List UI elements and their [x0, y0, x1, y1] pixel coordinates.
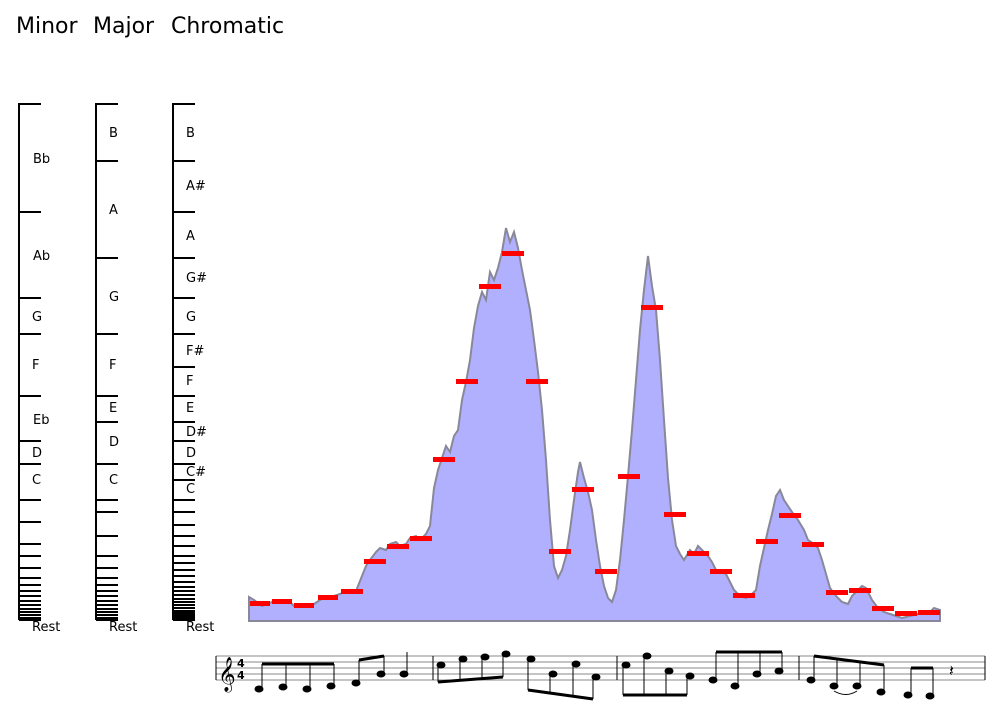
- note-bar: [641, 305, 663, 310]
- chromatic-label-c: C: [186, 482, 195, 497]
- pitch-contour: [248, 227, 941, 622]
- note-bar: [272, 599, 292, 604]
- minor-label-rest: Rest: [32, 620, 60, 635]
- minor-label-g: G: [32, 310, 42, 325]
- note-bar: [526, 379, 548, 384]
- note-bar: [756, 539, 778, 544]
- major-scale-ruler: [95, 103, 118, 621]
- note-bar: [318, 595, 338, 600]
- tab-chromatic[interactable]: Chromatic: [171, 14, 285, 39]
- chromatic-label-d-sharp: D#: [186, 425, 207, 440]
- note-bar: [341, 589, 363, 594]
- note-bar: [618, 474, 640, 479]
- note-bar: [872, 606, 894, 611]
- treble-clef-icon: 𝄞: [218, 657, 236, 693]
- chromatic-scale-ruler: [172, 103, 195, 621]
- note-bar: [502, 251, 524, 256]
- note-bar: [549, 549, 571, 554]
- chromatic-label-g-sharp: G#: [186, 271, 207, 286]
- tab-minor[interactable]: Minor: [16, 14, 78, 39]
- note-bar: [250, 601, 270, 606]
- note-bar: [826, 590, 848, 595]
- chromatic-label-c-sharp: C#: [186, 465, 206, 480]
- chromatic-label-f-sharp: F#: [186, 344, 204, 359]
- note-bar: [294, 603, 314, 608]
- chromatic-label-rest: Rest: [186, 620, 214, 635]
- minor-label-d: D: [32, 446, 42, 461]
- minor-label-bb: Bb: [33, 152, 50, 167]
- note-bar: [387, 544, 409, 549]
- staff-notes: 𝄽: [254, 650, 954, 701]
- chromatic-label-a-sharp: A#: [186, 179, 206, 194]
- major-label-c: C: [109, 473, 118, 488]
- time-signature-top: 4: [237, 657, 245, 670]
- major-label-e: E: [109, 401, 117, 416]
- major-label-rest: Rest: [109, 620, 137, 635]
- major-label-a: A: [109, 203, 118, 218]
- time-signature-bottom: 4: [237, 669, 245, 682]
- note-bar: [710, 569, 732, 574]
- note-bar: [479, 284, 501, 289]
- major-label-b: B: [109, 126, 118, 141]
- note-bar: [733, 593, 755, 598]
- chromatic-label-e: E: [186, 401, 194, 416]
- note-bar: [364, 559, 386, 564]
- note-bar: [918, 610, 940, 615]
- note-bar: [595, 569, 617, 574]
- minor-label-c: C: [32, 473, 41, 488]
- chromatic-label-f: F: [186, 374, 193, 389]
- major-label-g: G: [109, 290, 119, 305]
- note-bar: [456, 379, 478, 384]
- chromatic-label-a: A: [186, 229, 195, 244]
- major-label-f: F: [109, 358, 116, 373]
- note-bar: [802, 542, 824, 547]
- note-bar: [687, 551, 709, 556]
- minor-label-ab: Ab: [33, 249, 50, 264]
- note-bar: [410, 536, 432, 541]
- minor-label-f: F: [32, 358, 39, 373]
- major-label-d: D: [109, 435, 119, 450]
- quarter-rest-icon: 𝄽: [949, 661, 954, 680]
- tab-major[interactable]: Major: [93, 14, 155, 39]
- chromatic-label-d: D: [186, 446, 196, 461]
- detected-notes: [250, 251, 940, 616]
- minor-label-eb: Eb: [33, 413, 49, 428]
- chromatic-label-g: G: [186, 310, 196, 325]
- note-bar: [779, 513, 801, 518]
- note-bar: [433, 457, 455, 462]
- note-bar: [572, 487, 594, 492]
- music-staff: 𝄞 4 4: [215, 650, 986, 701]
- chromatic-label-b: B: [186, 126, 195, 141]
- note-bar: [895, 611, 917, 616]
- note-bar: [664, 512, 686, 517]
- note-bar: [849, 588, 871, 593]
- minor-scale-ruler: [18, 103, 41, 621]
